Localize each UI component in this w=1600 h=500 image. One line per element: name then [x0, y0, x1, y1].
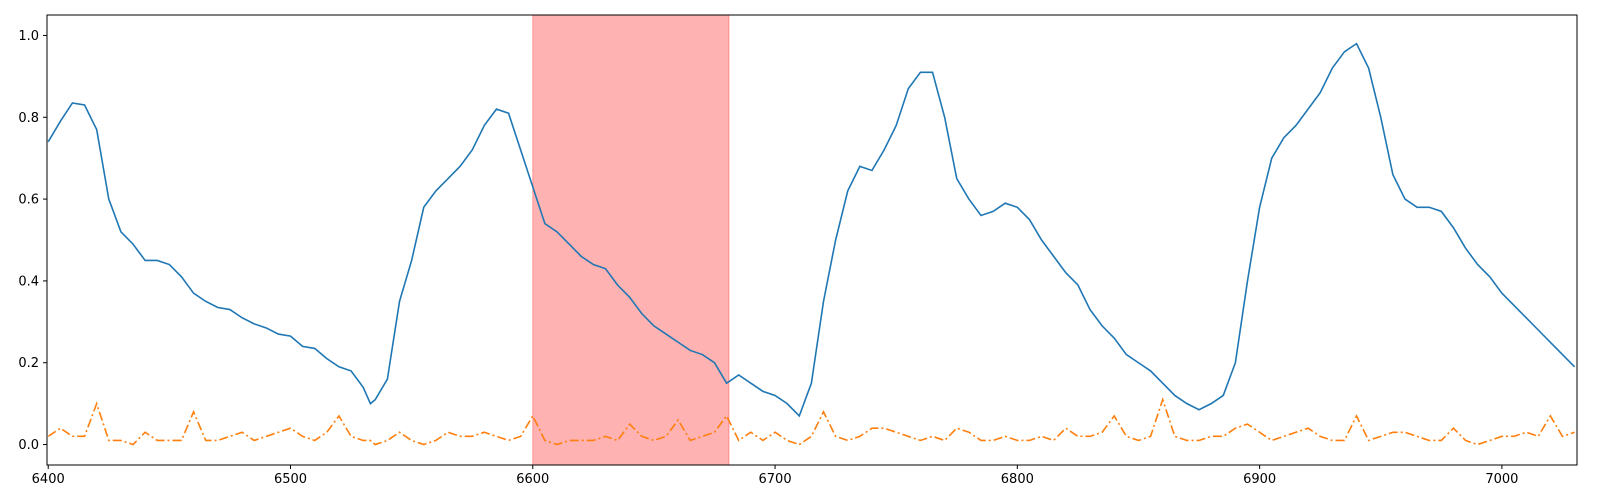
x-tick-label: 6400 [32, 472, 65, 487]
y-tick-label: 0.2 [18, 356, 39, 371]
y-tick-label: 1.0 [18, 29, 39, 44]
y-tick-label: 0.0 [18, 438, 39, 453]
x-tick-label: 6500 [274, 472, 307, 487]
series-line [47, 42, 1576, 418]
x-tick-label: 6700 [759, 472, 792, 487]
x-tick-label: 7000 [1485, 472, 1518, 487]
series-line [47, 396, 1575, 446]
y-tick-label: 0.8 [18, 111, 39, 126]
x-tick-label: 6900 [1243, 472, 1276, 487]
highlight-span [532, 14, 730, 466]
x-tick-label: 6800 [1001, 472, 1034, 487]
x-tick-label: 6600 [516, 472, 549, 487]
y-tick-label: 0.6 [18, 193, 39, 208]
y-tick-label: 0.4 [18, 274, 39, 289]
plot-frame [46, 14, 1578, 466]
